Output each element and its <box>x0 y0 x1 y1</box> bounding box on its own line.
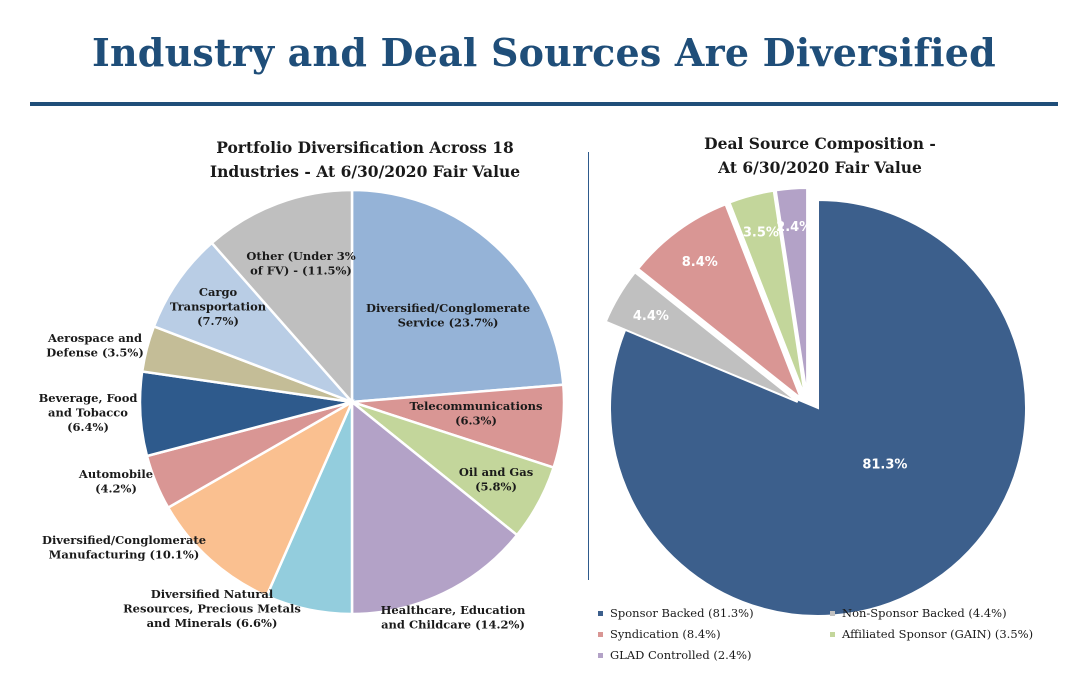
industry-slice-label-line: Diversified/Conglomerate <box>42 533 206 547</box>
industry-slice-label-line: (6.4%) <box>67 420 109 434</box>
industry-slice-label: Diversified/Conglomerate Service (23.7%) <box>366 301 530 330</box>
legend-item: Affiliated Sponsor (GAIN) (3.5%) <box>830 627 1033 641</box>
industry-slice-label-line: (6.3%) <box>455 414 497 428</box>
industry-slice <box>210 188 354 406</box>
industry-slice-label: Healthcare, Education and Childcare (14.2… <box>381 603 526 632</box>
deal-source-slice-label: 81.3% <box>862 457 907 472</box>
deal-source-slice-label: 8.4% <box>682 255 718 270</box>
industry-slice-label-line: Transportation <box>170 300 267 314</box>
industry-slice-label-line: Resources, Precious Metals <box>123 602 301 616</box>
deal-source-chart-title-line-2: At 6/30/2020 Fair Value <box>718 158 922 177</box>
industry-slice-label-line: Beverage, Food <box>39 391 138 405</box>
deal-source-pie-chart: 81.3% 4.4% 8.4% 3.5%2.4% <box>604 187 1027 617</box>
industry-slice <box>166 399 355 598</box>
industry-slice-label-line: Healthcare, Education <box>381 603 526 617</box>
industry-slice-label: Telecommunications (6.3%) <box>410 399 543 428</box>
industry-slice-label-line: of FV) - (11.5%) <box>250 264 352 278</box>
legend-label: Syndication (8.4%) <box>610 627 721 641</box>
legend-item: Non-Sponsor Backed (4.4%) <box>830 606 1007 620</box>
deal-source-slice <box>604 270 799 403</box>
industry-pie-chart: Diversified/Conglomerate Service (23.7%)T… <box>39 188 566 632</box>
industry-slice-label-line: Diversified/Conglomerate <box>366 301 530 315</box>
industry-chart-title-line-1: Portfolio Diversification Across 18 <box>216 138 514 157</box>
deal-source-slice <box>609 198 1027 617</box>
industry-slice-label: Beverage, Food and Tobacco (6.4%) <box>39 391 138 434</box>
title-rule <box>30 102 1058 106</box>
industry-slice-label-line: Defense (3.5%) <box>46 346 144 360</box>
deal-source-slice <box>728 189 806 397</box>
legend-swatch <box>830 631 835 637</box>
industry-slice-label-line: Service (23.7%) <box>398 316 499 330</box>
industry-slice-label-line: and Minerals (6.6%) <box>147 616 278 630</box>
legend-item: GLAD Controlled (2.4%) <box>598 648 752 662</box>
industry-slice-label: Oil and Gas (5.8%) <box>459 465 533 494</box>
industry-slice-label-line: Automobile <box>78 467 153 481</box>
industry-chart-title-line-2: Industries - At 6/30/2020 Fair Value <box>209 162 521 181</box>
industry-slice-label: Diversified/Conglomerate Manufacturing (1… <box>42 533 206 562</box>
chart-divider <box>588 152 589 580</box>
industry-slice-label: Automobile (4.2%) <box>78 467 153 496</box>
legend-label: GLAD Controlled (2.4%) <box>610 648 752 662</box>
deal-source-slice-label: 2.4% <box>776 220 812 235</box>
deal-source-slice <box>774 187 809 397</box>
industry-slice-label: Other (Under 3% of FV) - (11.5%) <box>246 249 355 278</box>
industry-slice-label-line: Aerospace and <box>47 331 142 345</box>
legend-label: Sponsor Backed (81.3%) <box>610 606 754 620</box>
deal-source-slice-label: 4.4% <box>633 309 669 324</box>
legend-swatch <box>830 610 835 616</box>
legend-item: Syndication (8.4%) <box>598 627 721 641</box>
industry-slice-label: Diversified Natural Resources, Precious M… <box>123 587 301 630</box>
industry-slice-label-line: Manufacturing (10.1%) <box>49 548 200 562</box>
deal-source-chart-title: Deal Source Composition - At 6/30/2020 F… <box>610 132 1030 180</box>
legend-label: Non-Sponsor Backed (4.4%) <box>842 606 1007 620</box>
deal-source-slice <box>636 203 804 402</box>
industry-slice-label-line: (7.7%) <box>197 314 239 328</box>
legend-swatch <box>598 631 603 637</box>
legend-swatch <box>598 610 603 616</box>
industry-slice-label-line: and Childcare (14.2%) <box>381 618 525 632</box>
industry-slice-label: Cargo Transportation (7.7%) <box>170 285 267 328</box>
industry-slice-label: Aerospace and Defense (3.5%) <box>46 331 144 360</box>
industry-slice-label-line: Oil and Gas <box>459 465 533 479</box>
industry-slice-label-line: (5.8%) <box>475 480 517 494</box>
industry-slice <box>350 399 519 616</box>
industry-slice-label-line: Other (Under 3% <box>246 249 355 263</box>
industry-slice-label-line: and Tobacco <box>48 406 128 420</box>
industry-slice-label-line: (4.2%) <box>95 482 137 496</box>
deal-source-chart-title-line-1: Deal Source Composition - <box>704 134 936 153</box>
legend-item: Sponsor Backed (81.3%) <box>598 606 754 620</box>
legend-label: Affiliated Sponsor (GAIN) (3.5%) <box>842 627 1034 641</box>
industry-slice-label-line: Telecommunications <box>410 399 543 413</box>
industry-chart-title: Portfolio Diversification Across 18 Indu… <box>160 136 570 184</box>
industry-slice-label-line: Cargo <box>199 285 238 299</box>
deal-source-slice-label: 3.5% <box>743 226 779 241</box>
industry-slice <box>350 188 565 404</box>
page-title: Industry and Deal Sources Are Diversifie… <box>92 30 996 75</box>
industry-slice-label-line: Diversified Natural <box>151 587 274 601</box>
industry-slice <box>152 241 353 404</box>
legend-swatch <box>598 652 603 658</box>
